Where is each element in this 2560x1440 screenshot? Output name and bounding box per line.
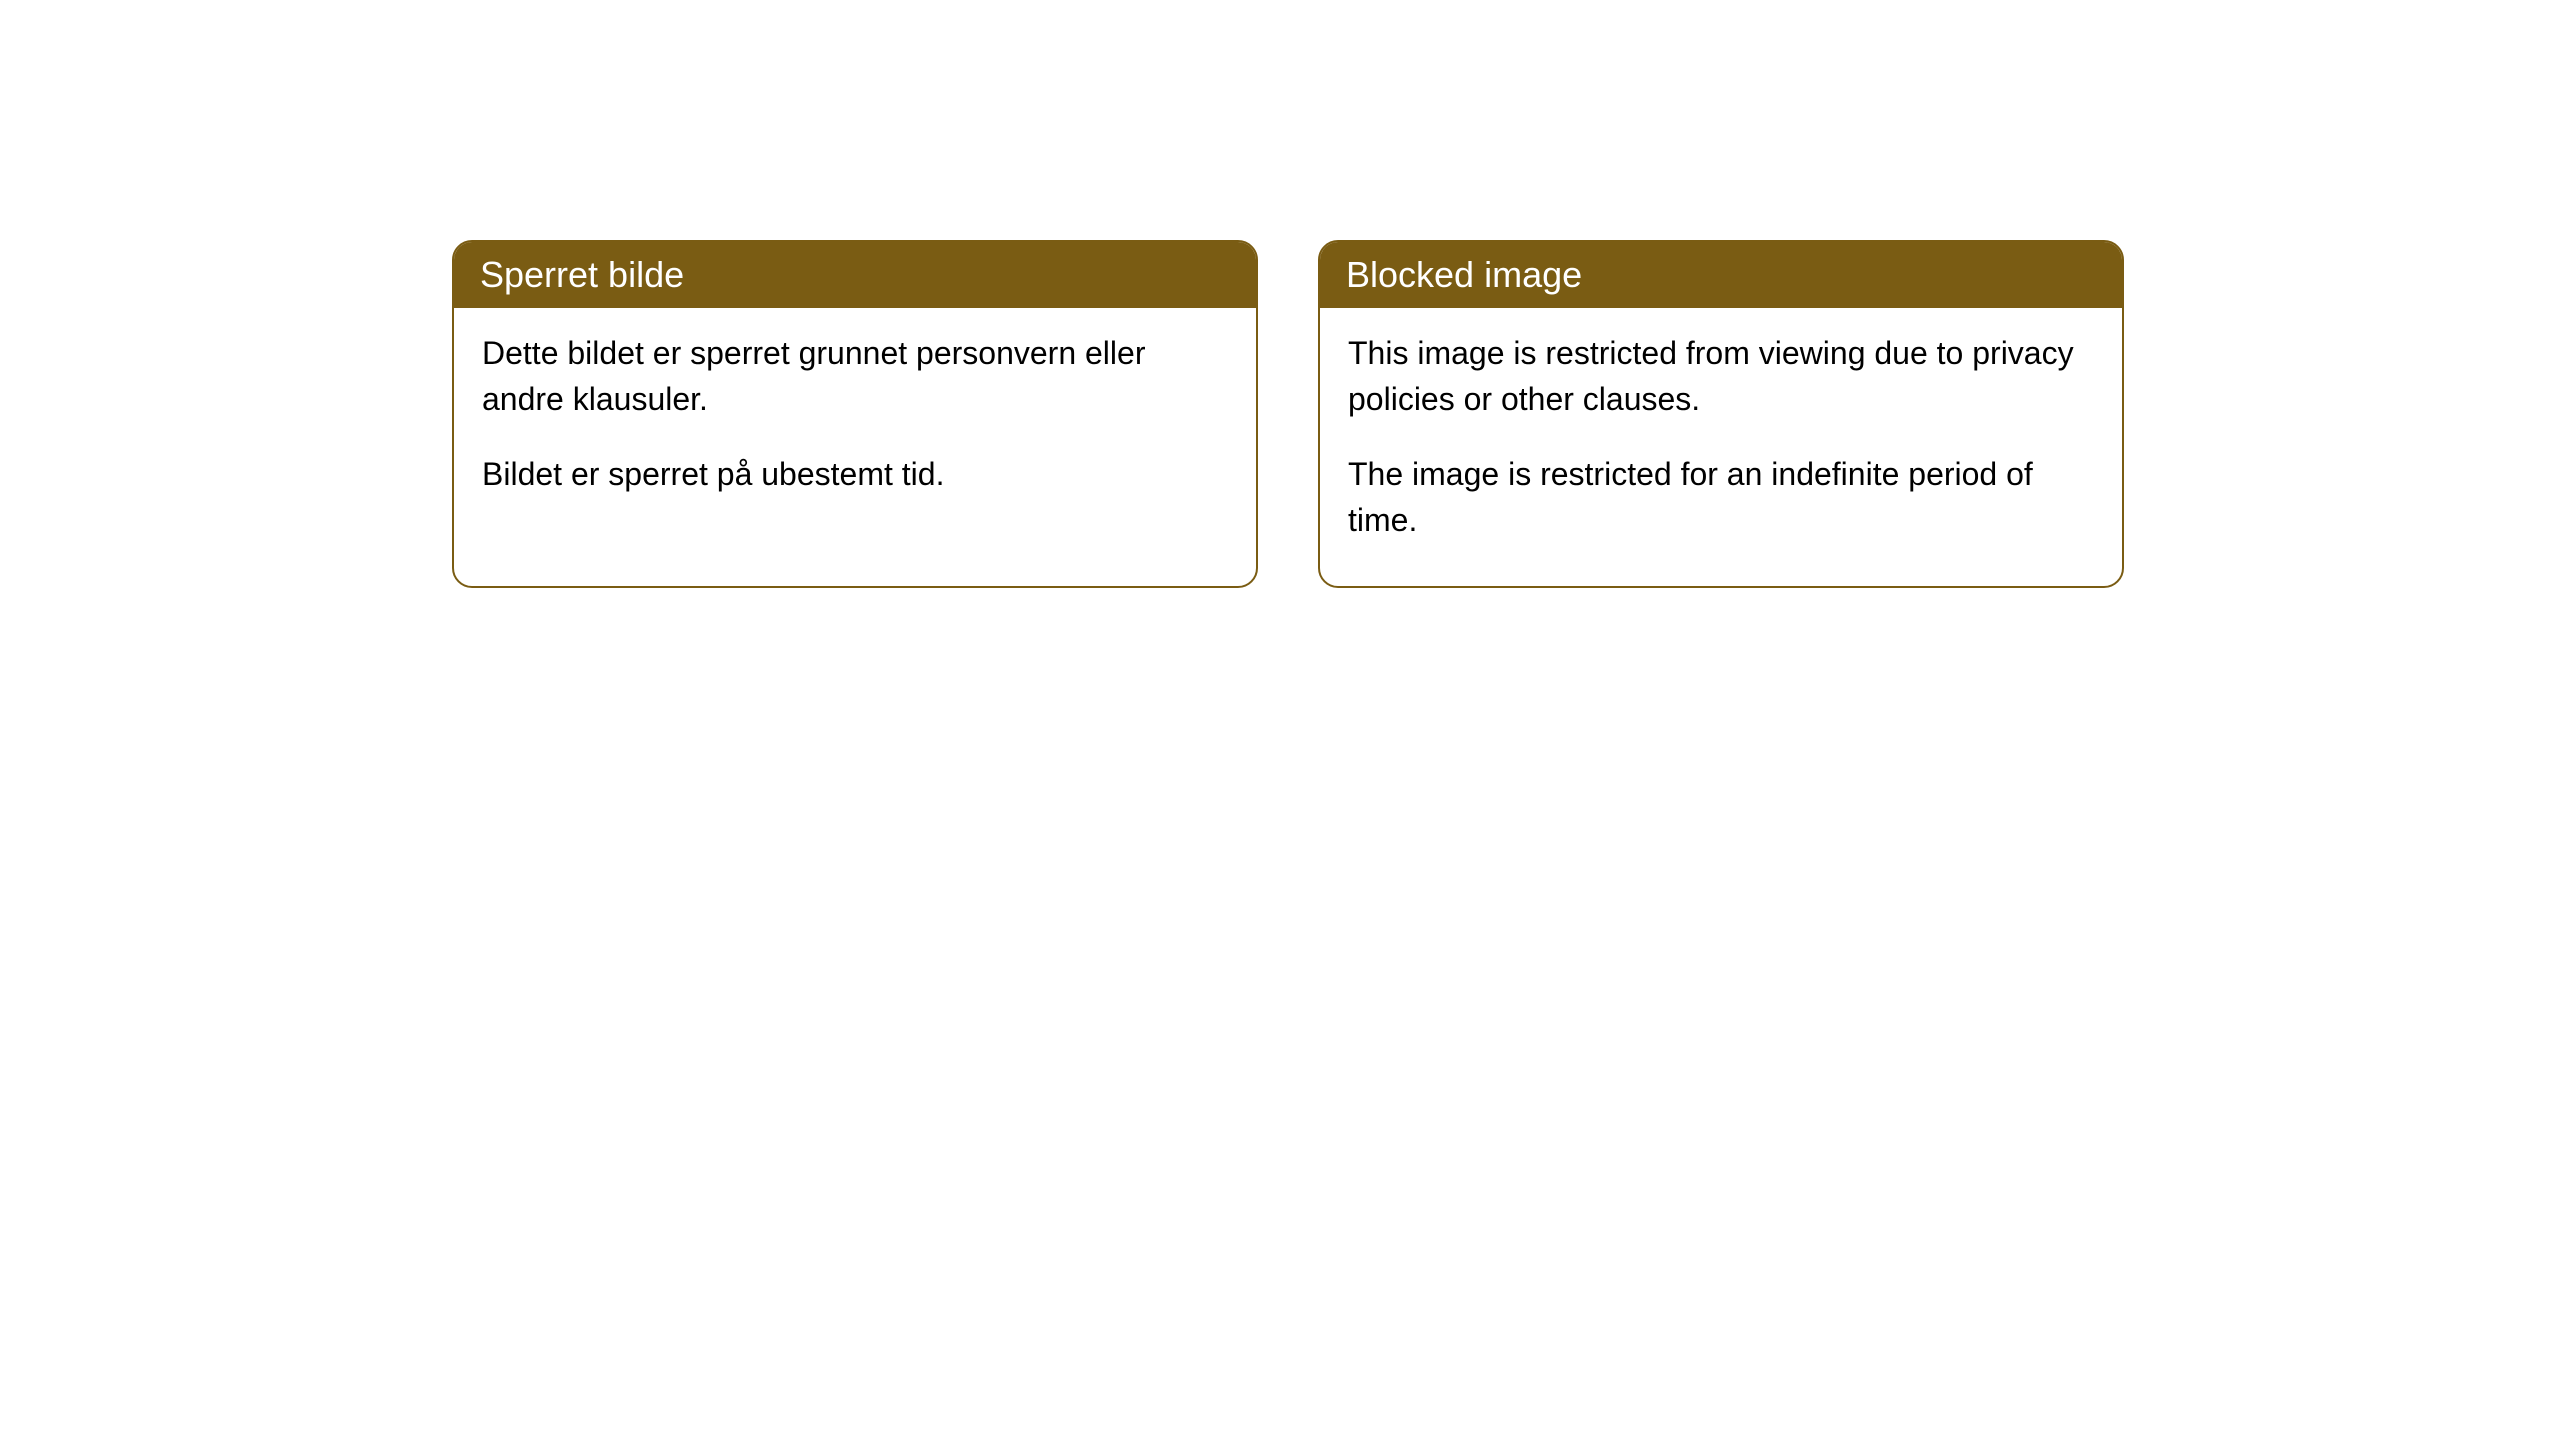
notice-card-norwegian: Sperret bilde Dette bildet er sperret gr… <box>452 240 1258 588</box>
card-paragraph: Bildet er sperret på ubestemt tid. <box>482 451 1228 497</box>
notice-card-english: Blocked image This image is restricted f… <box>1318 240 2124 588</box>
card-body-norwegian: Dette bildet er sperret grunnet personve… <box>454 308 1256 539</box>
notice-cards-container: Sperret bilde Dette bildet er sperret gr… <box>452 240 2124 588</box>
card-paragraph: This image is restricted from viewing du… <box>1348 330 2094 423</box>
card-paragraph: The image is restricted for an indefinit… <box>1348 451 2094 544</box>
card-body-english: This image is restricted from viewing du… <box>1320 308 2122 586</box>
card-paragraph: Dette bildet er sperret grunnet personve… <box>482 330 1228 423</box>
card-header-english: Blocked image <box>1320 242 2122 308</box>
card-header-norwegian: Sperret bilde <box>454 242 1256 308</box>
